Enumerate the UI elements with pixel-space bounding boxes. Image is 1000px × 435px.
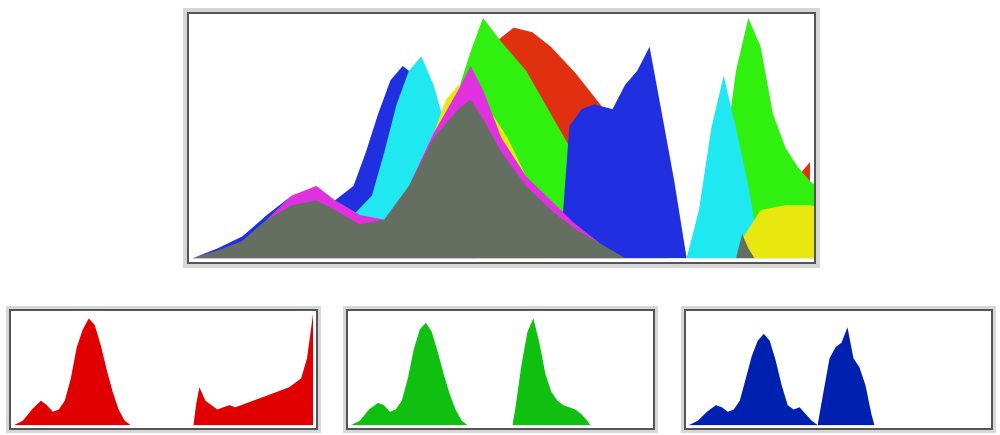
blue-series-area: [688, 327, 899, 426]
blue-histogram-panel: [681, 306, 996, 433]
green-series-area: [350, 318, 591, 426]
red-histogram-chart: [9, 309, 318, 430]
green-histogram-panel: [343, 306, 658, 433]
green-histogram-chart: [346, 309, 655, 430]
combined-histogram-panel: [183, 8, 820, 268]
red-series-area: [13, 313, 314, 426]
red-histogram-panel: [6, 306, 321, 433]
blue-histogram-chart: [684, 309, 993, 430]
gray-series-area: [192, 99, 755, 259]
combined-histogram-chart: [187, 12, 816, 264]
